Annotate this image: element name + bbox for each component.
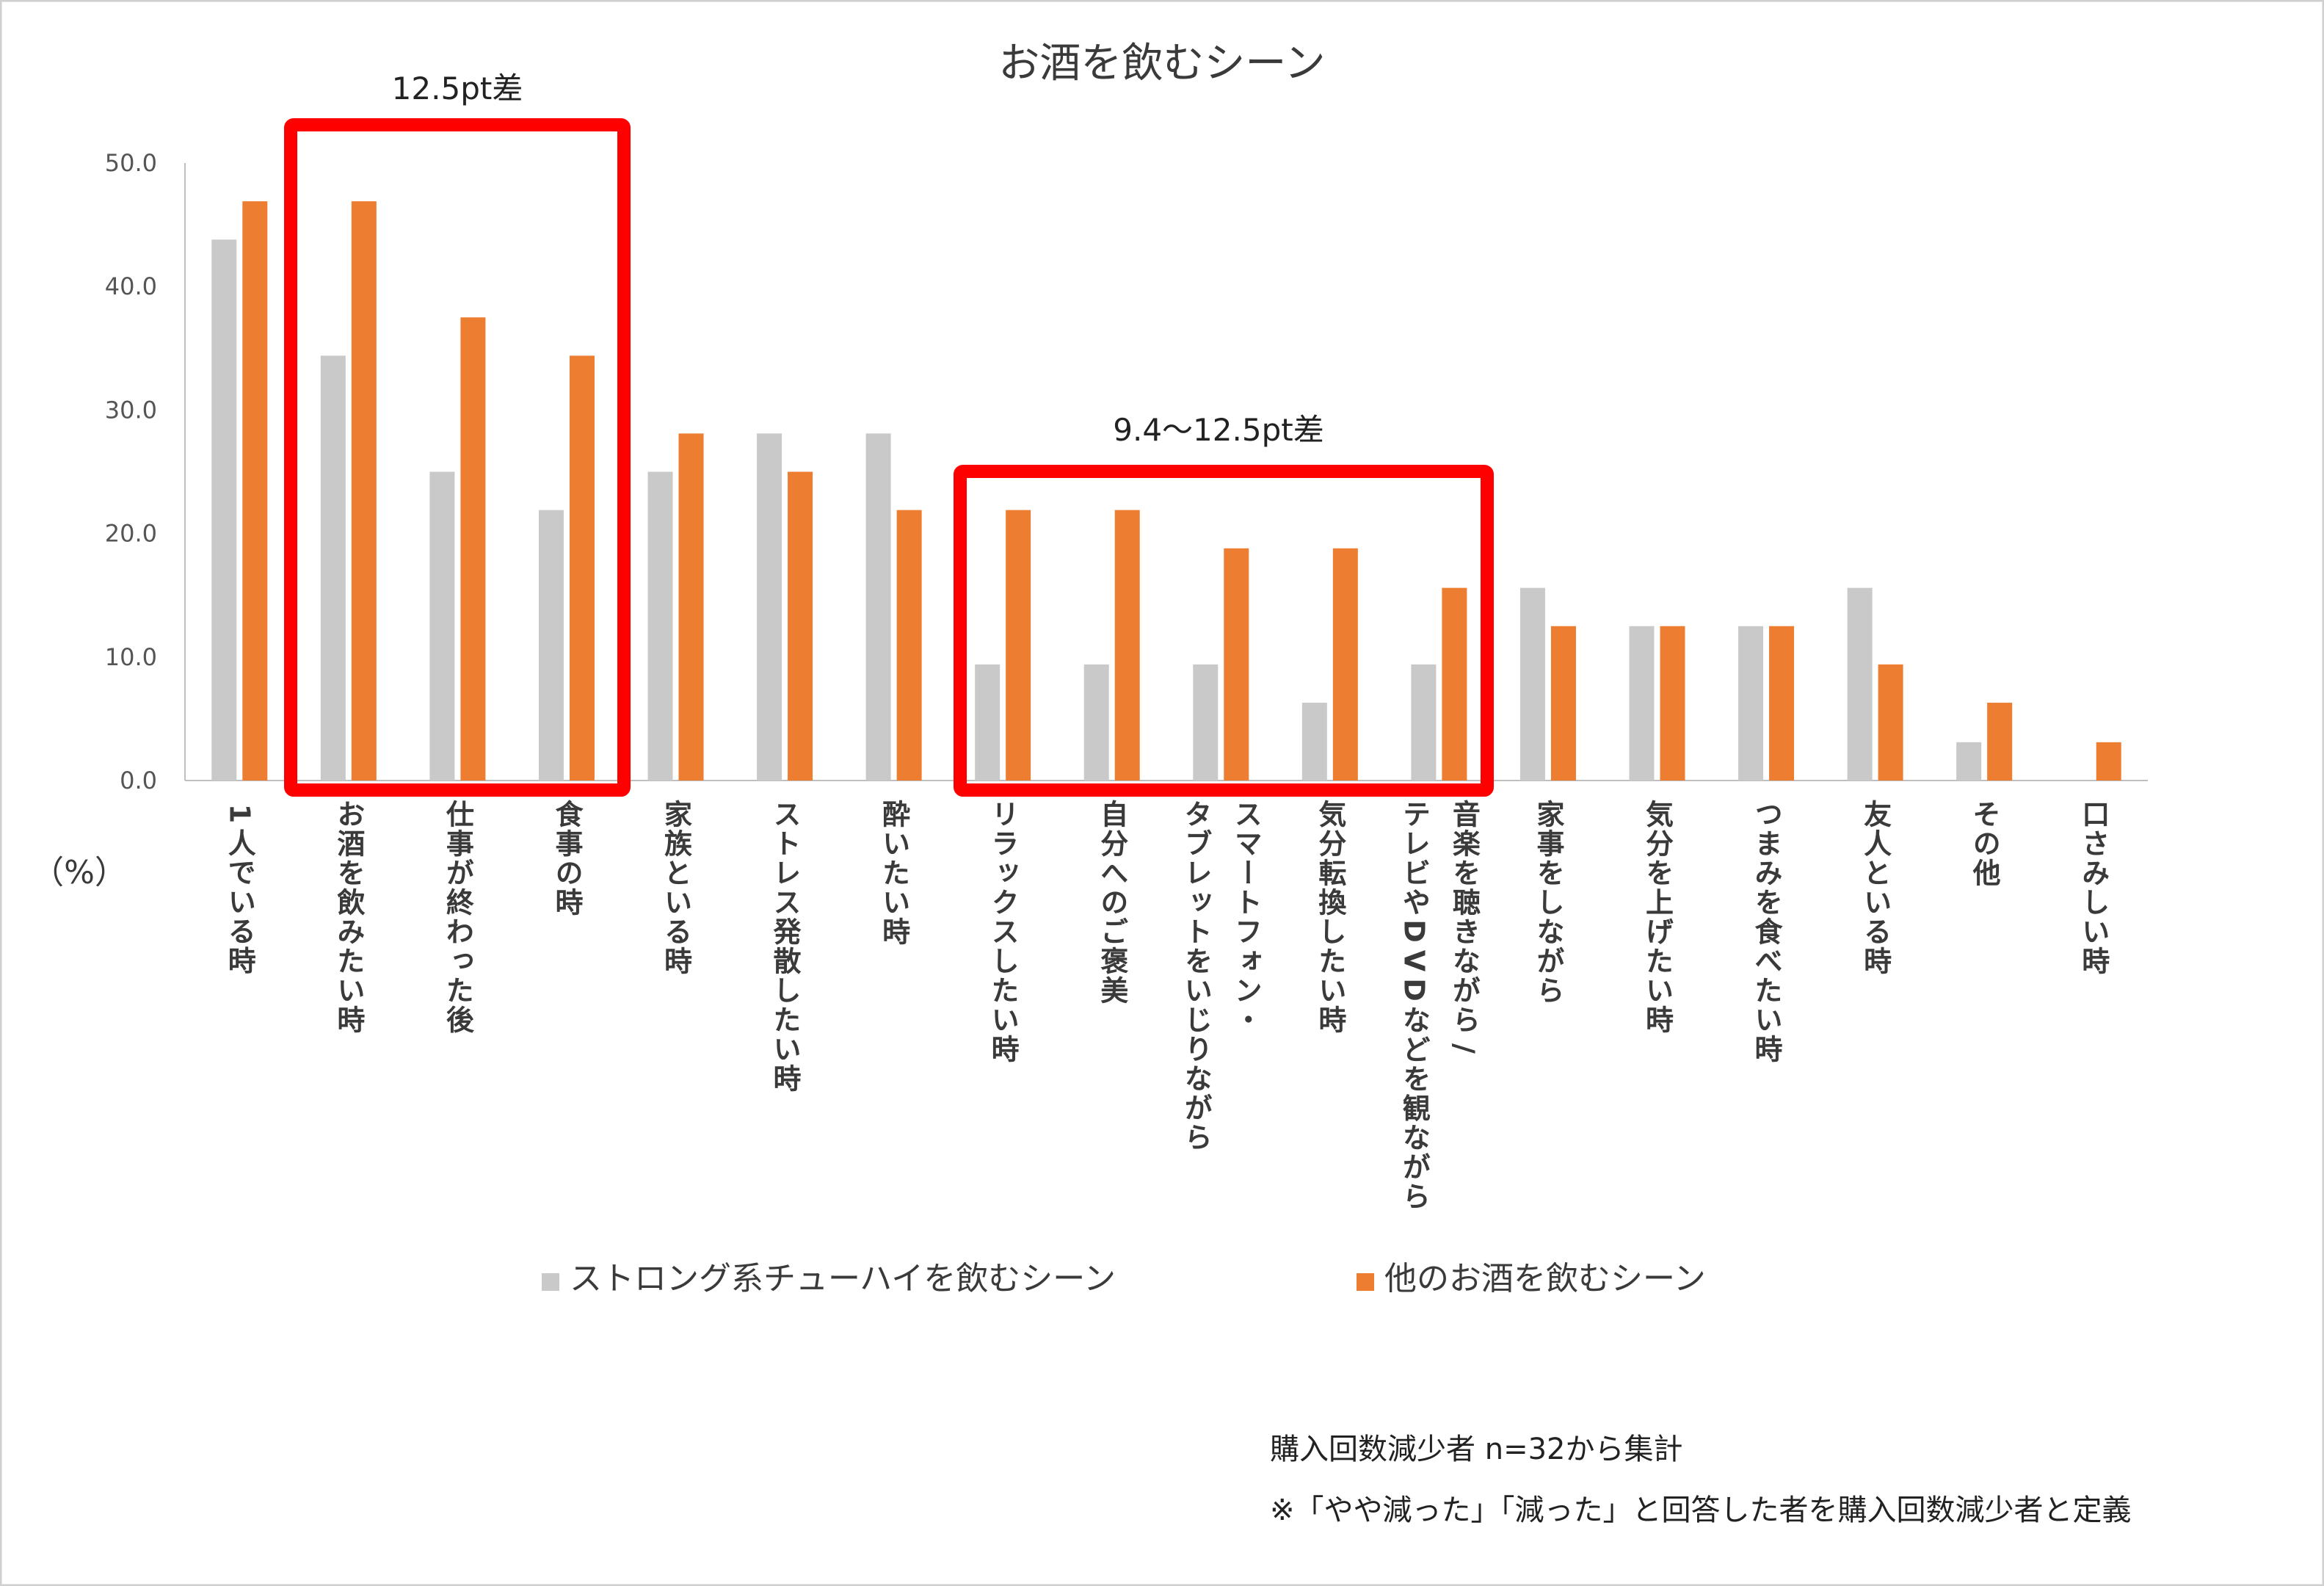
bar-strong-7 [975, 664, 1001, 781]
bar-strong-5 [757, 433, 782, 781]
bar-strong-4 [647, 471, 673, 781]
x-category-label: スマートフォン・ [1230, 800, 1262, 1033]
annotation-box-1 [954, 465, 1494, 797]
legend-label-1: 他のお酒を飲むシーン [1384, 1260, 1706, 1297]
x-category-label: 仕事が終わった後 [441, 800, 473, 1033]
bar-other-13 [1660, 626, 1685, 781]
bar-strong-1 [320, 355, 346, 781]
x-category-label: タブレットをいじりながら [1180, 800, 1212, 1151]
x-category-label: つまみを食べたい時 [1750, 800, 1782, 1062]
x-category-label: 家族といる時 [660, 800, 692, 974]
bar-strong-10 [1301, 703, 1327, 781]
bar-other-5 [788, 471, 813, 781]
bar-other-14 [1769, 626, 1795, 781]
bar-strong-6 [865, 433, 891, 781]
x-category-label: その他 [1968, 800, 2001, 886]
x-category-label: テレビや D V D などを観ながら [1398, 800, 1430, 1209]
bar-other-8 [1114, 510, 1140, 781]
chart-title: お酒を飲むシーン [998, 40, 1325, 87]
bar-strong-13 [1629, 626, 1655, 781]
note-definition: ※「やや減った」「減った」と回答した者を購入回数減少者と定義 [1270, 1493, 2132, 1527]
x-category-label: 酔いたい時 [878, 800, 910, 945]
y-tick-label: 20.0 [105, 520, 157, 548]
x-category-label: 自分へのご褒美 [1096, 800, 1128, 1004]
legend-swatch-1 [1357, 1273, 1374, 1291]
bar-other-12 [1550, 626, 1576, 781]
bar-other-2 [460, 317, 486, 781]
bar-other-9 [1224, 548, 1249, 781]
x-category-label: 音楽を聴きながら/ [1448, 800, 1480, 1054]
bar-strong-14 [1738, 626, 1764, 781]
bar-other-6 [896, 510, 922, 781]
x-category-label: ストレス発散したい時 [769, 800, 801, 1092]
y-tick-label: 0.0 [120, 767, 157, 794]
annotation-box-0 [284, 118, 631, 797]
y-tick-label: 30.0 [105, 396, 157, 424]
bar-strong-12 [1519, 587, 1545, 781]
y-tick-label: 40.0 [105, 272, 157, 300]
bar-strong-11 [1411, 664, 1437, 781]
bar-strong-9 [1193, 664, 1219, 781]
x-category-label: 気分転換したい時 [1314, 800, 1346, 1033]
x-category-label: リラックスしたい時 [987, 800, 1019, 1062]
annotation-label-0: 12.5pt差 [392, 70, 523, 106]
bar-other-17 [2096, 742, 2121, 781]
x-category-label: 家事をしながら [1532, 800, 1564, 1004]
legend-label-0: ストロング系チューハイを飲むシーン [570, 1260, 1116, 1297]
x-category-label: 友人といる時 [1859, 800, 1892, 974]
bar-other-4 [678, 433, 704, 781]
bar-strong-15 [1847, 587, 1873, 781]
x-category-label: 1 人でいる時 [223, 804, 255, 975]
x-category-label: 口さみしい時 [2077, 800, 2110, 974]
bar-other-15 [1878, 664, 1903, 781]
bar-strong-0 [211, 239, 237, 781]
bar-strong-3 [538, 510, 564, 781]
y-tick-label: 10.0 [105, 643, 157, 671]
bar-other-7 [1006, 510, 1031, 781]
bar-strong-8 [1083, 664, 1109, 781]
legend-swatch-0 [542, 1273, 559, 1291]
bar-other-3 [569, 355, 595, 781]
x-category-label: お酒を飲みたい時 [333, 800, 365, 1033]
bar-other-1 [351, 201, 377, 781]
annotation-label-1: 9.4〜12.5pt差 [1113, 412, 1323, 448]
note-sample: 購入回数減少者 n=32から集計 [1270, 1433, 1682, 1466]
x-category-label: 食事の時 [551, 800, 583, 916]
bar-other-11 [1442, 587, 1467, 781]
y-axis-unit: （%） [32, 854, 127, 891]
bar-strong-2 [429, 471, 455, 781]
x-category-label: 気分を上げたい時 [1641, 800, 1674, 1033]
bar-other-10 [1332, 548, 1358, 781]
y-tick-label: 50.0 [105, 149, 157, 177]
bar-strong-16 [1956, 742, 1982, 781]
bar-other-16 [1987, 703, 2013, 781]
bar-other-0 [242, 201, 268, 781]
